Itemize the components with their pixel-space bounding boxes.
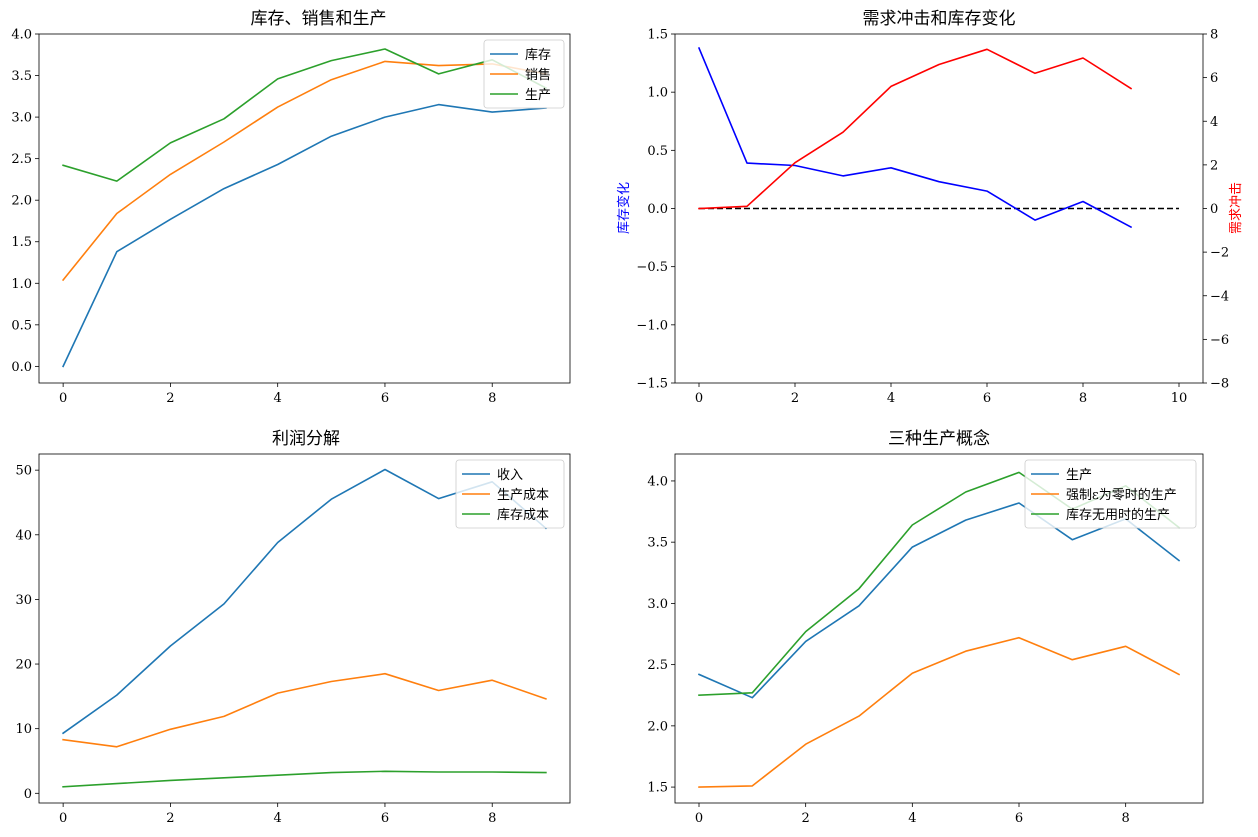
y2-tick-label: −6 [1210, 333, 1229, 348]
legend-box [1024, 459, 1197, 529]
legend-label: 库存 [525, 47, 551, 63]
x-tick-label: 2 [166, 391, 174, 406]
legend-label: 生产 [525, 88, 551, 103]
y-tick-label: 0.5 [11, 318, 32, 333]
series-line-2 [62, 48, 547, 182]
y2-tick-label: −8 [1210, 377, 1229, 392]
x-tick-label: 0 [695, 391, 703, 406]
series-line-1 [62, 672, 547, 748]
legend-label: 销售 [525, 67, 551, 83]
y-tick-label: 1.5 [647, 28, 668, 43]
chart-title: 三种生产概念 [888, 428, 990, 449]
y-tick-label: 4.0 [647, 474, 668, 489]
x-tick-label: 8 [488, 391, 496, 406]
y-tick-label: 2.5 [11, 152, 32, 167]
x-tick-label: 8 [1122, 811, 1130, 826]
y-axis-label-right: 需求冲击 [1229, 182, 1244, 234]
x-tick-label: 0 [59, 391, 67, 406]
y-axis-label-left: 库存变化 [616, 182, 632, 234]
x-tick-label: 0 [695, 811, 703, 826]
y2-tick-label: 0 [1210, 202, 1218, 217]
plot-frame [38, 33, 571, 384]
y-tick-label: 20 [15, 658, 32, 673]
y-tick-label: 1.0 [647, 86, 668, 101]
legend-label: 库存无用时的生产 [1066, 507, 1170, 523]
chart-inventory-sales-production: 库存、销售和生产 0 2 4 6 8 0.0 0.5 1.0 1.5 2.0 2.5 3.0 3.5 4.… [11, 9, 571, 406]
x-tick-label: 6 [983, 391, 991, 406]
y-tick-label: 1.5 [647, 781, 668, 796]
series-line-1 [61, 60, 547, 282]
series-line-1 [698, 636, 1181, 788]
y-tick-label: 2.0 [11, 194, 32, 209]
y-tick-label: 3.5 [11, 69, 32, 84]
x-tick-label: 0 [59, 811, 67, 826]
y-tick-label: −1.5 [636, 377, 668, 392]
x-tick-label: 4 [274, 391, 282, 406]
legend-box [483, 39, 565, 109]
y2-tick-label: 8 [1210, 28, 1218, 43]
y-tick-label: 2.0 [647, 719, 668, 734]
y2-tick-label: 6 [1210, 71, 1218, 86]
x-tick-label: 8 [488, 811, 496, 826]
y-tick-label: 4.0 [11, 28, 32, 43]
legend-box [455, 459, 565, 529]
x-tick-label: 8 [1079, 391, 1087, 406]
series-line-2 [62, 770, 547, 788]
x-tick-label: 6 [1015, 811, 1023, 826]
legend-label: 库存成本 [497, 507, 549, 523]
y-tick-label: 30 [15, 593, 32, 608]
chart-demand-shock-inventory-change: 需求冲击和库存变化 库存变化 需求冲击 0 2 4 6 8 10 −1.5 −1.0 −0.5 0… [616, 9, 1244, 406]
y-tick-label: −1.0 [636, 318, 668, 333]
y-tick-label: −0.5 [636, 260, 668, 275]
legend-label: 强制ε为零时的生产 [1066, 487, 1177, 503]
chart-title: 利润分解 [272, 429, 340, 449]
chart-title: 需求冲击和库存变化 [863, 9, 1016, 29]
y-tick-label: 3.0 [647, 597, 668, 612]
chart-three-production-concepts: 三种生产概念 0 2 4 6 8 1.5 2.0 2.5 3.0 3.5 4.0 生产强制ε为零时的生… [647, 428, 1204, 826]
plot-frame [674, 33, 1204, 384]
y-tick-label: 1.0 [11, 277, 32, 292]
x-tick-label: 4 [908, 811, 916, 826]
y-tick-label: 1.5 [11, 235, 32, 250]
y-tick-label: 0.0 [647, 202, 668, 217]
y-tick-label: 2.5 [647, 658, 668, 673]
plot-frame [674, 453, 1204, 804]
series-line-0 [62, 103, 547, 368]
x-tick-label: 4 [274, 811, 282, 826]
y2-tick-label: 2 [1210, 158, 1218, 173]
y-tick-label: 0 [24, 787, 32, 802]
x-tick-label: 6 [381, 811, 389, 826]
legend-label: 收入 [497, 468, 523, 483]
y2-tick-label: 4 [1210, 115, 1218, 130]
y-tick-label: 3.5 [647, 536, 668, 551]
x-tick-label: 6 [381, 391, 389, 406]
legend-label: 生产成本 [497, 488, 549, 503]
plot-frame [38, 453, 571, 804]
x-tick-label: 2 [791, 391, 799, 406]
y-tick-label: 3.0 [11, 111, 32, 126]
y-tick-label: 10 [15, 722, 32, 737]
x-tick-label: 10 [1171, 391, 1188, 406]
x-tick-label: 2 [802, 811, 810, 826]
y-tick-label: 40 [15, 528, 32, 543]
y2-tick-label: −2 [1210, 246, 1229, 261]
x-tick-label: 2 [166, 811, 174, 826]
series-line-1 [698, 48, 1133, 210]
y-tick-label: 50 [15, 464, 32, 479]
x-tick-label: 4 [887, 391, 895, 406]
y-tick-label: 0.0 [11, 360, 32, 375]
y2-tick-label: −4 [1210, 289, 1229, 304]
series-line-0 [697, 46, 1133, 229]
chart-title: 库存、销售和生产 [251, 9, 387, 29]
legend-label: 生产 [1066, 468, 1092, 483]
y-tick-label: 0.5 [647, 144, 668, 159]
series-line-0 [697, 502, 1181, 699]
